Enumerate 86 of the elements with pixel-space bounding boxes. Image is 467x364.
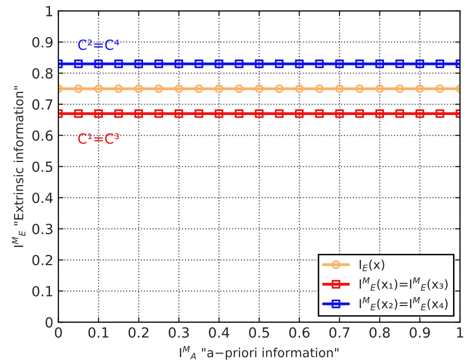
point bbox=[174, 84, 184, 94]
point bbox=[94, 84, 103, 94]
point bbox=[335, 84, 344, 94]
point bbox=[395, 109, 404, 118]
y-tick-label: 1 bbox=[46, 6, 52, 16]
point bbox=[254, 60, 264, 68]
point bbox=[234, 84, 244, 94]
annotation: C²=C⁴ bbox=[78, 40, 120, 50]
point bbox=[416, 60, 424, 68]
point bbox=[94, 109, 103, 118]
point bbox=[214, 84, 224, 94]
point bbox=[114, 109, 123, 118]
point bbox=[395, 60, 404, 68]
point bbox=[295, 84, 304, 94]
y-tick-label: 0.7 bbox=[32, 99, 52, 110]
point bbox=[375, 109, 384, 118]
point bbox=[395, 84, 404, 94]
point bbox=[194, 109, 204, 118]
point bbox=[355, 84, 364, 94]
x-tick-label: 0.3 bbox=[168, 327, 189, 338]
point bbox=[214, 60, 224, 68]
y-tick-label: 0.3 bbox=[32, 224, 52, 234]
y-tick-label: 0.9 bbox=[32, 37, 53, 48]
point bbox=[74, 60, 83, 68]
x-tick-label: 1 bbox=[457, 327, 464, 338]
point bbox=[315, 60, 324, 68]
point bbox=[114, 84, 123, 94]
x-tick-label: 0.7 bbox=[329, 327, 350, 338]
x-tick-label: 0.8 bbox=[370, 327, 390, 338]
y-tick-label: 0.2 bbox=[32, 254, 52, 266]
annotation: C¹=C³ bbox=[78, 133, 119, 144]
point bbox=[416, 109, 424, 118]
legend-label: I$_{E}$(x) bbox=[360, 260, 384, 272]
point bbox=[375, 84, 384, 94]
point bbox=[375, 60, 384, 68]
x-tick-label: 0.5 bbox=[249, 327, 270, 338]
point bbox=[254, 109, 264, 118]
point bbox=[154, 109, 164, 118]
y-tick-label: 0 bbox=[46, 317, 53, 328]
point bbox=[154, 84, 164, 94]
legend-label: I$^{M}$$_{E}$(x₂)=I$^{M}$$_{E}$(x₄) bbox=[360, 297, 448, 310]
point bbox=[315, 109, 324, 118]
x-tick-label: 0.9 bbox=[410, 327, 430, 338]
point bbox=[355, 109, 364, 118]
point bbox=[154, 60, 164, 68]
point bbox=[194, 60, 204, 68]
point bbox=[74, 109, 83, 118]
x-axis-title: I$^{M}$$_{A}$ "a−priori information" bbox=[180, 346, 338, 360]
point bbox=[274, 60, 284, 68]
point bbox=[134, 84, 144, 94]
x-tick-label: 0.4 bbox=[208, 327, 230, 338]
point bbox=[274, 109, 284, 118]
x-tick-label: 0 bbox=[54, 327, 62, 338]
point bbox=[114, 60, 123, 68]
point bbox=[214, 109, 224, 118]
point bbox=[416, 84, 424, 94]
point bbox=[174, 109, 184, 118]
point bbox=[234, 60, 244, 68]
legend-label: I$^{M}$$_{E}$(x₁)=I$^{M}$$_{E}$(x₃) bbox=[360, 277, 448, 291]
point bbox=[335, 60, 344, 68]
point bbox=[174, 60, 184, 68]
point bbox=[134, 60, 144, 68]
x-tick-label: 0.1 bbox=[88, 327, 108, 338]
point bbox=[335, 109, 344, 118]
x-tick-label: 0.6 bbox=[289, 327, 310, 338]
y-tick-label: 0.6 bbox=[32, 130, 53, 141]
x-tick-label: 0.2 bbox=[128, 327, 148, 338]
point bbox=[274, 84, 284, 94]
point bbox=[74, 84, 83, 94]
y-tick-label: 0.4 bbox=[32, 192, 53, 204]
point bbox=[436, 109, 444, 118]
y-tick-label: 0.8 bbox=[32, 68, 53, 79]
point bbox=[254, 84, 264, 94]
y-axis-title: I$^{M}$$_{E}$ "Extrinsic information" bbox=[12, 86, 26, 247]
point bbox=[134, 109, 144, 118]
point bbox=[436, 60, 444, 68]
point bbox=[436, 84, 444, 94]
y-tick-label: 0.1 bbox=[32, 286, 52, 296]
point bbox=[295, 109, 304, 118]
point bbox=[194, 84, 204, 94]
y-tick-label: 0.5 bbox=[32, 162, 52, 172]
point bbox=[295, 60, 304, 68]
point bbox=[94, 60, 103, 68]
point bbox=[234, 109, 244, 118]
point bbox=[355, 60, 364, 68]
point bbox=[315, 84, 324, 94]
